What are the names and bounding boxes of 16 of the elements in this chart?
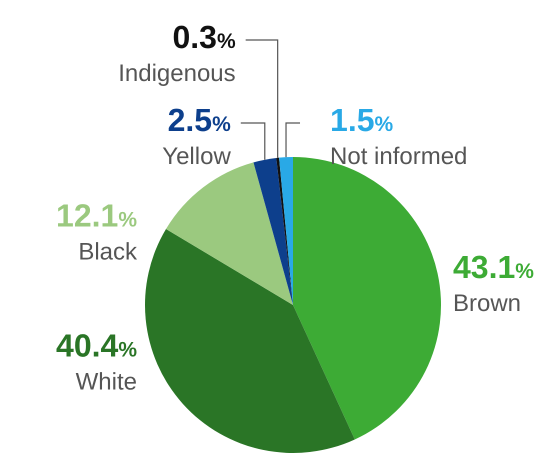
pie-slice [276, 158, 293, 305]
slice-label: White [76, 368, 137, 396]
data-label: 12.1% [56, 197, 138, 234]
slice-label: Brown [453, 290, 522, 318]
data-label: 1.5% [330, 102, 394, 138]
data-label: 2.5% [168, 102, 232, 138]
data-label: 40.4% [56, 327, 138, 364]
data-label: 0.3% [172, 19, 236, 55]
slice-label: Yellow [162, 143, 232, 170]
slice-label: Indigenous [118, 60, 236, 87]
pie-slice [145, 228, 355, 453]
pie-slice [253, 158, 293, 305]
slice-label: Not informed [330, 143, 468, 170]
pie-slice [279, 157, 293, 305]
data-label: 43.1% [453, 249, 534, 286]
slice-label: Black [78, 238, 138, 266]
